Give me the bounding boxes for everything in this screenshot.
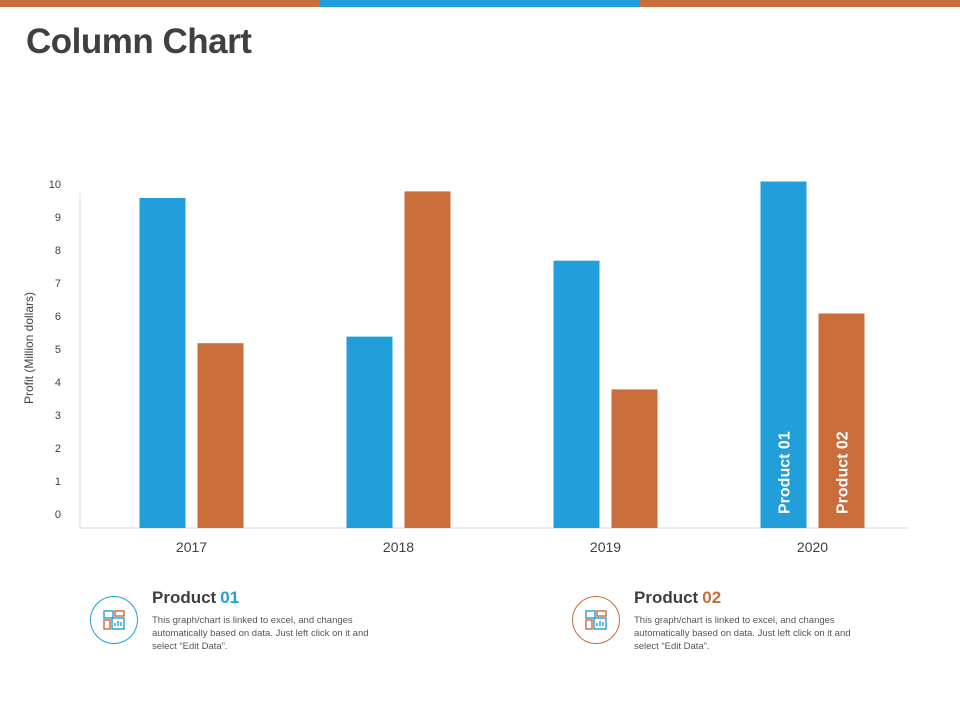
bar-2020-product-02 — [818, 313, 865, 528]
bar-inner-label: Product 02 — [835, 431, 852, 514]
x-tick-label: 2018 — [383, 539, 414, 555]
top-accent-bar — [0, 0, 960, 7]
y-tick-label: 3 — [55, 410, 61, 422]
y-tick-label: 2 — [55, 443, 61, 455]
bar-2017-product-02 — [197, 343, 244, 528]
dashboard-chart-icon — [572, 596, 620, 644]
x-tick-label: 2019 — [590, 539, 621, 555]
top-bar-segment-1 — [0, 0, 320, 7]
legend-title-prefix: Product — [634, 588, 699, 607]
legend-title-number: 01 — [220, 588, 240, 607]
bar-2017-product-01 — [139, 198, 186, 528]
x-tick-label: 2017 — [176, 539, 207, 555]
bar-2018-product-01 — [346, 336, 393, 528]
x-tick-label: 2020 — [797, 539, 828, 555]
y-tick-label: 8 — [55, 245, 61, 257]
bar-2020-product-01 — [760, 181, 807, 528]
legend-title-number: 02 — [702, 588, 722, 607]
dashboard-chart-icon — [90, 596, 138, 644]
bar-2018-product-02 — [404, 191, 451, 528]
y-tick-label: 5 — [55, 344, 61, 356]
y-tick-label: 4 — [55, 377, 61, 389]
bar-2019-product-01 — [553, 260, 600, 528]
bar-inner-label: Product 01 — [777, 431, 794, 514]
top-bar-segment-3 — [640, 0, 960, 7]
column-chart[interactable]: 0 1 2 3 4 5 6 7 8 9 10 Profit (Million dollars) 2017… — [0, 0, 960, 580]
legend-title: Product 02 — [634, 588, 874, 608]
legend-title-prefix: Product — [152, 588, 217, 607]
legend-title: Product 01 — [152, 588, 392, 608]
y-axis-label: Profit (Million dollars) — [22, 292, 36, 404]
y-tick-label: 9 — [55, 212, 61, 224]
legend-description: This graph/chart is linked to excel, and… — [152, 615, 369, 652]
y-tick-label: 0 — [55, 509, 61, 521]
bar-2019-product-02 — [611, 389, 658, 528]
top-bar-segment-2 — [320, 0, 640, 7]
y-tick-label: 1 — [55, 476, 61, 488]
y-tick-label: 7 — [55, 278, 61, 290]
legend-description: This graph/chart is linked to excel, and… — [634, 615, 851, 652]
y-tick-label: 6 — [55, 311, 61, 323]
page-title: Column Chart — [26, 22, 252, 61]
y-tick-label: 10 — [49, 179, 61, 191]
